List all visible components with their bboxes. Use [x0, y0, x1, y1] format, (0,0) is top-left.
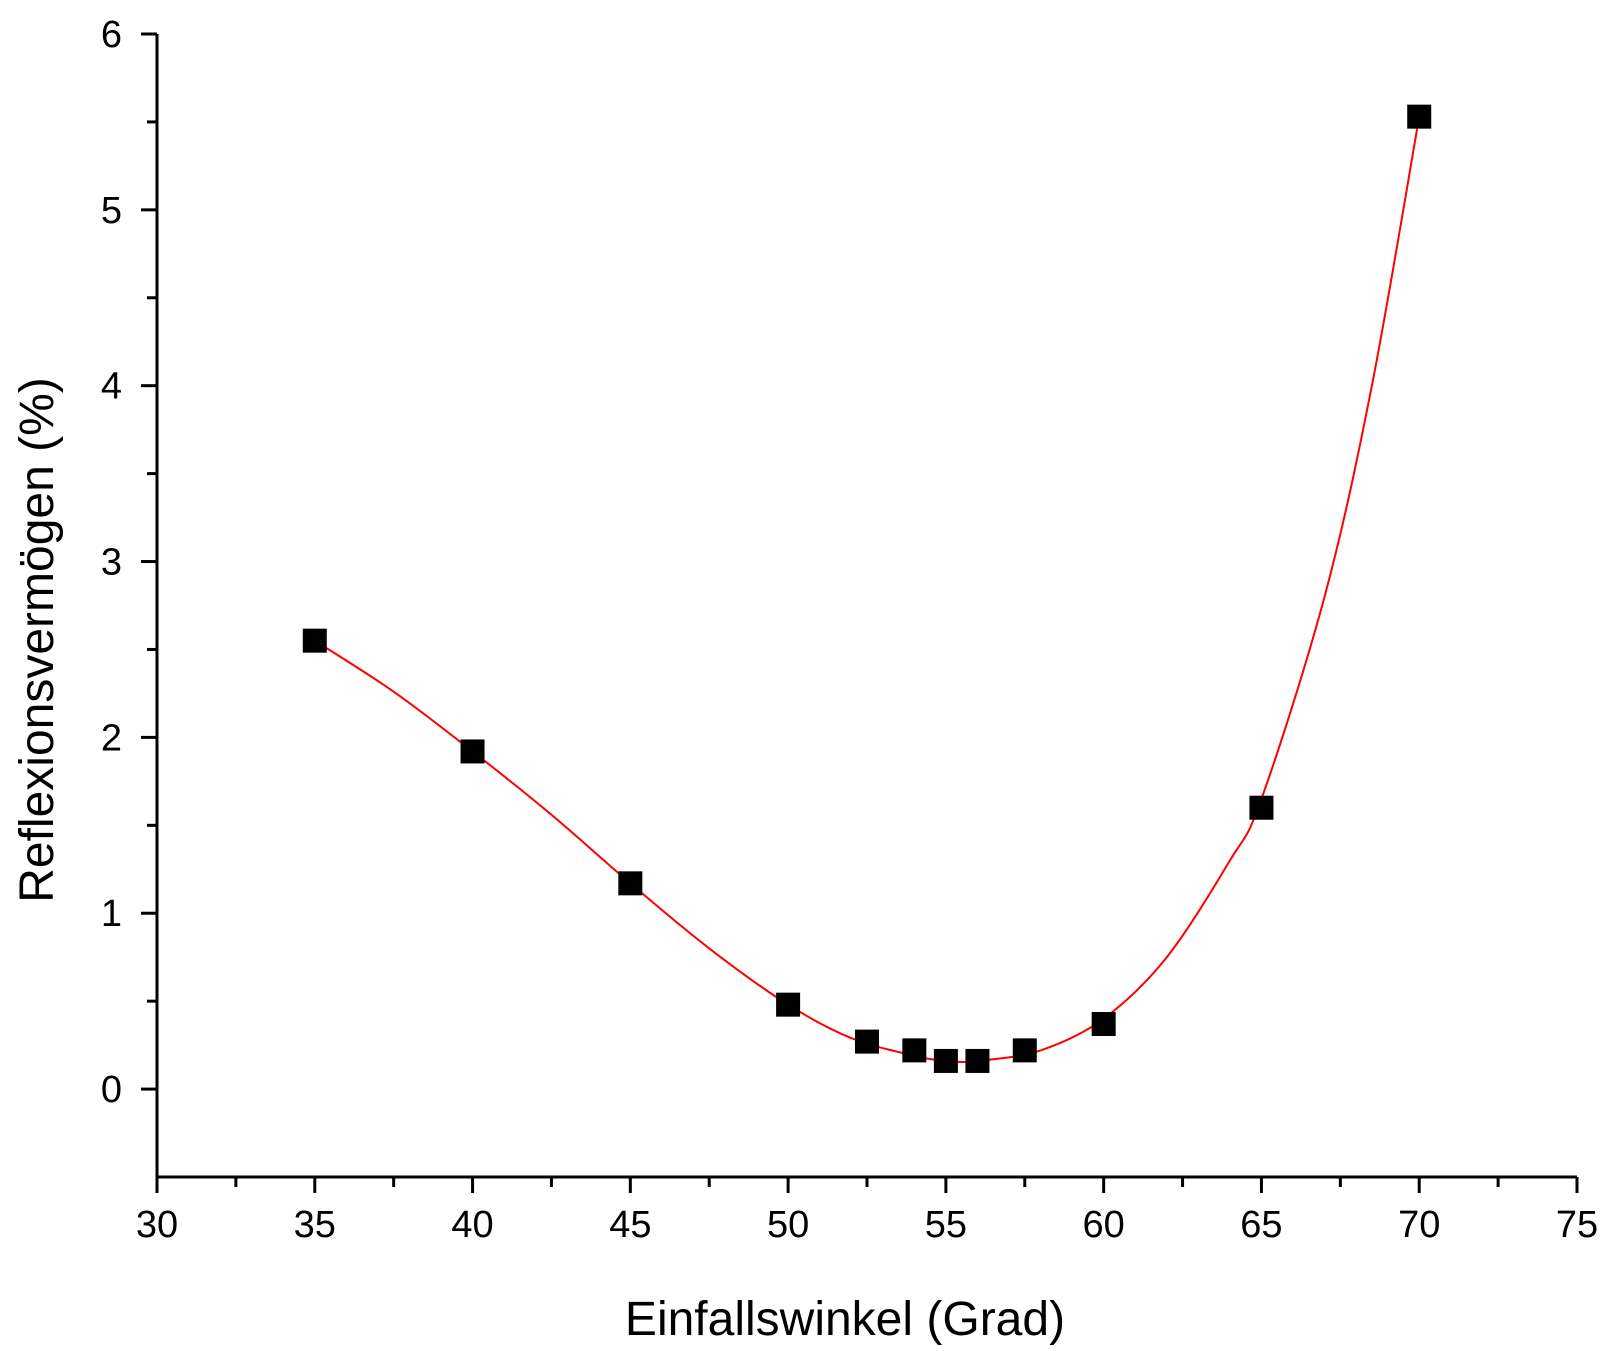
data-point: [776, 992, 801, 1017]
data-point: [965, 1048, 990, 1073]
x-tick-label: 35: [294, 1204, 336, 1246]
x-tick-label: 50: [767, 1204, 809, 1246]
y-tick-label: 1: [101, 893, 122, 935]
y-axis-title: Reflexionsvermögen (%): [11, 377, 64, 903]
data-points: [302, 104, 1432, 1073]
x-ticks: 30 35 40 45 50 55 60 65 70 75: [136, 1177, 1598, 1246]
x-tick-label: 65: [1240, 1204, 1282, 1246]
data-point: [1012, 1038, 1037, 1063]
data-point: [855, 1029, 879, 1054]
y-tick-label: 4: [101, 366, 122, 408]
fit-curve: [314, 116, 1421, 1063]
fit-curve-group: [314, 116, 1421, 1063]
x-tick-label: 45: [609, 1204, 651, 1246]
y-tick-label: 6: [101, 14, 122, 56]
data-point: [618, 871, 643, 896]
y-tick-label: 5: [101, 190, 122, 232]
data-point: [302, 628, 327, 653]
x-tick-label: 55: [925, 1204, 967, 1246]
x-tick-label: 75: [1556, 1204, 1598, 1246]
y-tick-label: 2: [101, 717, 122, 759]
data-point: [1091, 1012, 1116, 1037]
data-point: [902, 1038, 927, 1063]
x-tick-label: 30: [136, 1204, 178, 1246]
data-point: [1249, 795, 1274, 820]
data-point: [933, 1048, 958, 1073]
x-tick-label: 40: [451, 1204, 493, 1246]
y-tick-label: 0: [101, 1069, 122, 1111]
data-point: [1407, 104, 1432, 129]
x-tick-label: 70: [1398, 1204, 1440, 1246]
y-tick-label: 3: [101, 542, 122, 584]
axes: [155, 34, 1577, 1179]
x-tick-label: 60: [1083, 1204, 1125, 1246]
y-ticks: 0 1 2 3 4 5 6: [101, 14, 157, 1111]
x-axis-title: Einfallswinkel (Grad): [625, 1293, 1065, 1346]
data-point: [460, 739, 485, 764]
